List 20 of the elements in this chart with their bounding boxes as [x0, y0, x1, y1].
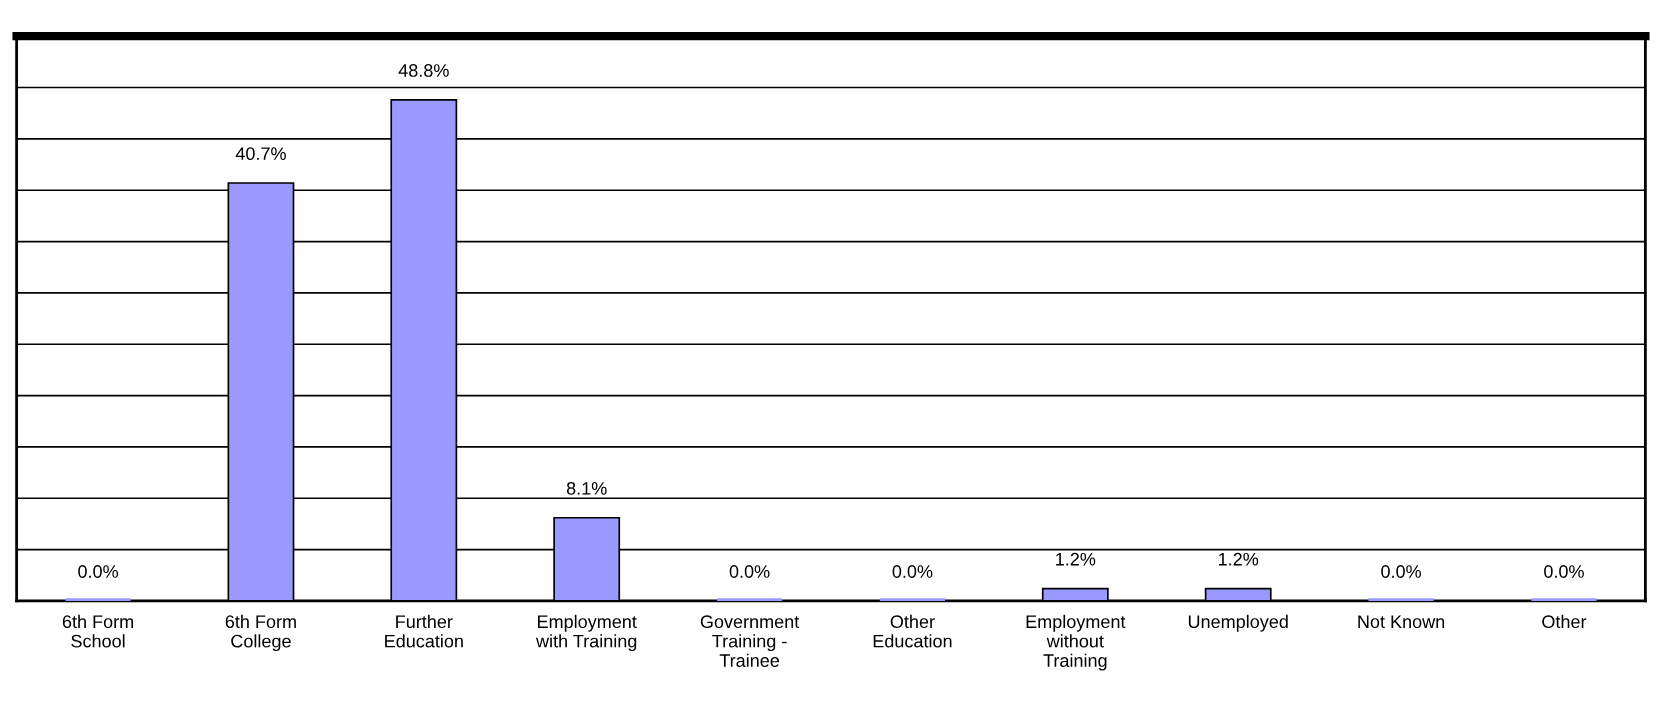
x-tick-label: Employment with Training — [535, 614, 637, 652]
x-tick-label: 6th Form School — [62, 614, 133, 648]
data-label: 40.7% — [235, 147, 286, 161]
x-tick-label: Other Education — [873, 614, 952, 648]
x-tick-label: 6th Form College — [225, 614, 296, 652]
x-tick-label: Employment without Training — [1026, 614, 1126, 671]
data-label: 0.0% — [729, 565, 770, 578]
data-label: 0.0% — [892, 565, 933, 578]
x-tick-label: Not Known — [1358, 615, 1445, 629]
data-label: 0.0% — [1381, 565, 1421, 578]
data-label: 8.1% — [566, 481, 607, 495]
data-label: 1.2% — [1056, 552, 1096, 566]
data-label: 48.8% — [398, 64, 449, 77]
x-tick-label: Further Education — [385, 614, 463, 648]
x-tick-label: Other — [1542, 614, 1587, 629]
data-label: 0.0% — [78, 565, 118, 578]
x-tick-label: Government Training - Trainee — [700, 615, 800, 667]
x-tick-label: Unemployed — [1188, 614, 1288, 632]
data-label: 0.0% — [1544, 565, 1584, 578]
data-label: 1.2% — [1218, 552, 1259, 566]
